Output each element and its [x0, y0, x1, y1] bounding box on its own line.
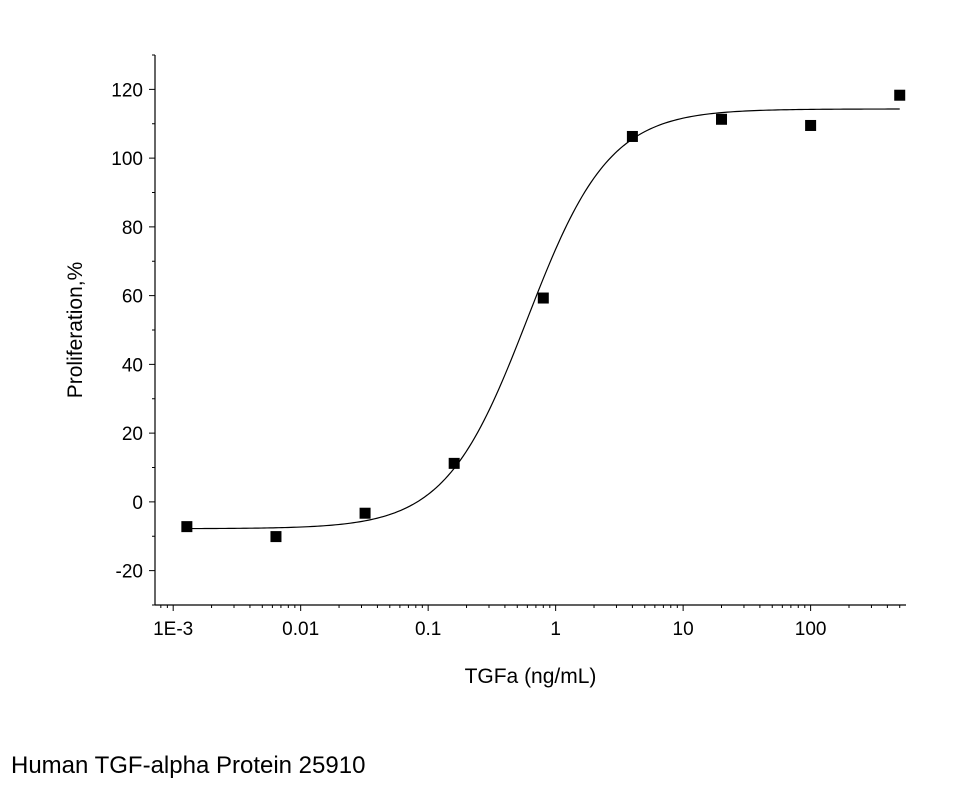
y-tick-label: 40: [122, 355, 143, 376]
data-point: [359, 507, 371, 519]
y-axis: 120 100 80 60 40 20 0 -20: [111, 54, 156, 606]
x-tick-label: 1E-3: [153, 619, 193, 640]
data-point: [270, 531, 282, 543]
x-tick-label: 1: [550, 619, 561, 640]
data-point: [716, 113, 728, 125]
x-tick-label: 0.01: [282, 619, 319, 640]
data-points: [181, 89, 906, 543]
figure-caption: Human TGF-alpha Protein 25910: [11, 752, 366, 779]
x-axis-title: TGFa (ng/mL): [465, 665, 597, 688]
dose-response-chart: 120 100 80 60 40 20 0 -20 1E-3 0.01 0.1 1 10 100 TGF…: [64, 54, 906, 688]
fit-curve: [186, 108, 900, 530]
y-tick-label: 0: [132, 493, 143, 514]
data-point: [537, 292, 549, 304]
y-tick-label: -20: [116, 562, 143, 583]
y-tick-label: 20: [122, 424, 143, 445]
data-point: [894, 89, 906, 101]
x-axis: 1E-3 0.01 0.1 1 10 100: [153, 604, 906, 640]
data-point: [448, 457, 460, 469]
x-tick-label: 10: [673, 619, 694, 640]
data-point: [181, 521, 193, 533]
data-point: [805, 119, 817, 131]
y-tick-label: 60: [122, 287, 143, 308]
y-tick-label: 80: [122, 218, 143, 239]
y-tick-label: 120: [111, 80, 143, 101]
y-axis-title: Proliferation,%: [64, 262, 87, 399]
x-tick-label: 100: [795, 619, 827, 640]
data-point: [626, 130, 638, 142]
x-tick-label: 0.1: [415, 619, 441, 640]
y-tick-label: 100: [111, 149, 143, 170]
